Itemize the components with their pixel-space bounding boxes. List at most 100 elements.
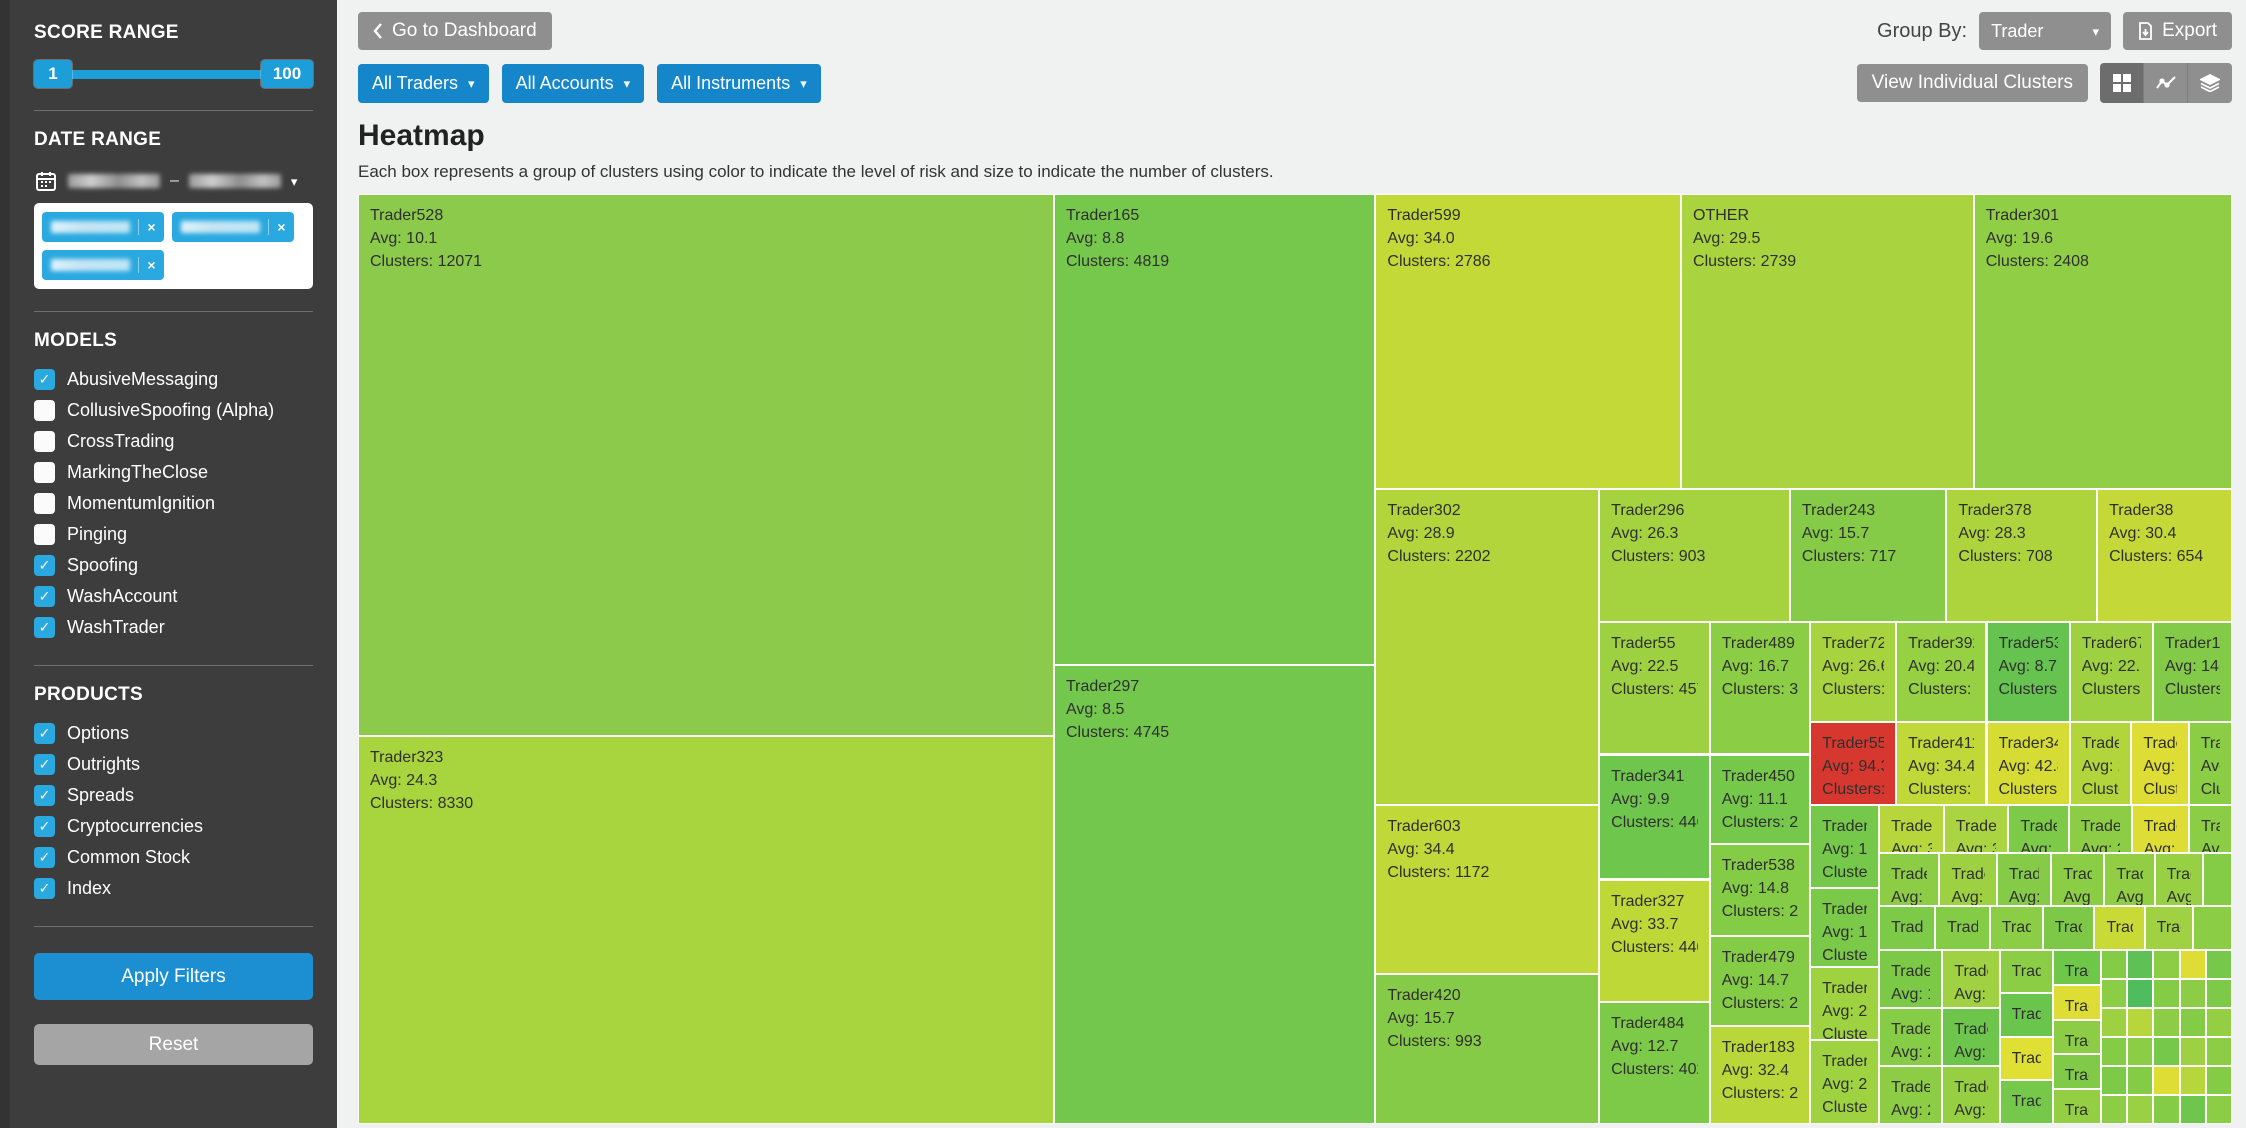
chart-view-button[interactable] bbox=[2144, 63, 2188, 103]
treemap-box[interactable]: Trade Avg: bbox=[2104, 852, 2155, 907]
apply-filters-button[interactable]: Apply Filters bbox=[34, 953, 313, 1000]
treemap-box[interactable] bbox=[2101, 1036, 2128, 1066]
checkbox[interactable] bbox=[34, 524, 55, 545]
treemap-box[interactable]: Trader528 Avg: 10.1 Clusters: 12071 bbox=[358, 194, 1054, 737]
treemap-box[interactable] bbox=[2179, 1007, 2206, 1037]
checkbox[interactable]: ✓ bbox=[34, 754, 55, 775]
treemap-box[interactable]: Trad bbox=[1999, 1036, 2053, 1081]
treemap-box[interactable] bbox=[2127, 949, 2154, 979]
treemap-box[interactable]: Trader489 Avg: 16.7 Clusters: 393 bbox=[1709, 622, 1811, 755]
treemap-box[interactable] bbox=[2193, 906, 2232, 950]
treemap-box[interactable]: Trader65 Avg: 12.3 Clusters: 2 bbox=[1810, 887, 1880, 967]
treemap-box[interactable]: Trader Avg: 2 bbox=[1879, 1065, 1943, 1124]
treemap-box[interactable]: Trader Avg: bbox=[2189, 805, 2232, 853]
treemap-box[interactable]: Trade Avg: bbox=[2154, 852, 2204, 907]
go-to-dashboard-button[interactable]: Go to Dashboard bbox=[358, 12, 552, 50]
treemap-box[interactable]: Trader183 Avg: 32.4 Clusters: 280 bbox=[1709, 1025, 1811, 1124]
treemap-box[interactable]: Trader148 Avg: 14.3 Clusters: 2 bbox=[2152, 622, 2232, 723]
date-range-selector[interactable]: – ▾ bbox=[34, 169, 313, 193]
treemap-box[interactable] bbox=[2153, 1007, 2180, 1037]
treemap-box[interactable]: Trader Avg: bbox=[1939, 852, 1997, 907]
treemap-box[interactable] bbox=[2205, 1036, 2232, 1066]
treemap-box[interactable] bbox=[2127, 978, 2154, 1008]
checkbox[interactable]: ✓ bbox=[34, 369, 55, 390]
treemap-box[interactable]: Trader599 Avg: 34.0 Clusters: 2786 bbox=[1375, 194, 1682, 489]
treemap-box[interactable]: Trader327 Avg: 33.7 Clusters: 440 bbox=[1599, 879, 1710, 1002]
treemap-box[interactable]: Trac bbox=[2052, 1089, 2102, 1124]
treemap-box[interactable]: Trade Avg: bbox=[1942, 1007, 2000, 1066]
treemap-box[interactable] bbox=[2153, 1065, 2180, 1095]
slider-max-handle[interactable]: 100 bbox=[261, 60, 313, 88]
treemap-box[interactable]: Trader450 Avg: 11.1 Clusters: 292 bbox=[1709, 754, 1811, 845]
treemap-box[interactable]: Trac bbox=[2052, 949, 2102, 985]
treemap-box[interactable] bbox=[2127, 1036, 2154, 1066]
treemap-box[interactable]: Trader91 Avg: 23.5 Clusters: bbox=[1810, 1039, 1880, 1124]
treemap-box[interactable]: Trader224 Avg: 23.3 Clusters: bbox=[1810, 966, 1880, 1040]
treemap-box[interactable] bbox=[2153, 978, 2180, 1008]
treemap-box[interactable]: Trade Avg: bbox=[1879, 852, 1940, 907]
treemap-box[interactable]: Trader411 Avg: 34.4 Clusters: 1 bbox=[1896, 722, 1987, 806]
checkbox[interactable] bbox=[34, 493, 55, 514]
treemap-box[interactable]: Trader77 Avg: 29.7 Clusters: bbox=[2069, 722, 2132, 806]
treemap-box[interactable]: Trad bbox=[1989, 906, 2043, 950]
treemap-box[interactable]: Trader243 Avg: 15.7 Clusters: 717 bbox=[1789, 488, 1947, 623]
treemap-box[interactable]: Trader165 Avg: 8.8 Clusters: 4819 bbox=[1054, 194, 1376, 665]
treemap-box[interactable]: Trader479 Avg: 14.7 Clusters: 280 bbox=[1709, 935, 1811, 1026]
slider-min-handle[interactable]: 1 bbox=[34, 60, 72, 88]
treemap-box[interactable]: Trader38 Avg: 30.4 Clusters: 654 bbox=[2097, 488, 2232, 623]
treemap-box[interactable]: Trader55 Avg: 22.5 Clusters: 457 bbox=[1599, 622, 1710, 755]
treemap-box[interactable]: Trader392 Avg: 20.4 Clusters: 2 bbox=[1896, 622, 1987, 723]
all-instruments-dropdown[interactable]: All Instruments ▾ bbox=[657, 63, 821, 103]
treemap-box[interactable] bbox=[2101, 978, 2128, 1008]
treemap-box[interactable]: Trad bbox=[1999, 1080, 2053, 1124]
checkbox[interactable]: ✓ bbox=[34, 816, 55, 837]
treemap-box[interactable]: Trader Avg: 2 bbox=[1879, 1007, 1943, 1066]
treemap-box[interactable]: Trader Avg: 1 Cluste bbox=[2188, 722, 2232, 806]
treemap-box[interactable] bbox=[2179, 1065, 2206, 1095]
treemap-box[interactable] bbox=[2101, 1094, 2128, 1124]
treemap-box[interactable] bbox=[2127, 1007, 2154, 1037]
checkbox[interactable] bbox=[34, 400, 55, 421]
view-individual-clusters-button[interactable]: View Individual Clusters bbox=[1856, 64, 2088, 102]
treemap-box[interactable]: Trade Avg: bbox=[1942, 949, 2000, 1008]
treemap-box[interactable]: Trader341 Avg: 9.9 Clusters: 446 bbox=[1599, 754, 1710, 880]
checkbox[interactable]: ✓ bbox=[34, 723, 55, 744]
treemap-box[interactable]: Trad bbox=[2094, 906, 2145, 950]
treemap-box[interactable]: Trac bbox=[2052, 1054, 2102, 1090]
treemap-box[interactable]: Trader484 Avg: 12.7 Clusters: 402 bbox=[1599, 1001, 1710, 1124]
treemap-box[interactable] bbox=[2179, 978, 2206, 1008]
checkbox[interactable] bbox=[34, 431, 55, 452]
treemap-box[interactable] bbox=[2203, 852, 2232, 907]
reset-button[interactable]: Reset bbox=[34, 1024, 313, 1065]
treemap-box[interactable] bbox=[2179, 949, 2206, 979]
remove-date-button[interactable]: × bbox=[268, 219, 294, 235]
treemap-box[interactable]: Trader Avg: 4 Cluste bbox=[2131, 722, 2189, 806]
layers-view-button[interactable] bbox=[2188, 63, 2232, 103]
checkbox[interactable]: ✓ bbox=[34, 878, 55, 899]
treemap-box[interactable]: Trader538 Avg: 14.8 Clusters: 287 bbox=[1709, 844, 1811, 936]
group-by-select[interactable]: Trader ▾ bbox=[1979, 12, 2112, 50]
treemap-box[interactable] bbox=[2127, 1065, 2154, 1095]
treemap-box[interactable]: Trader727 Avg: 26.6 Clusters: 2 bbox=[1810, 622, 1897, 723]
treemap-box[interactable]: Trade Avg: bbox=[1942, 1065, 2000, 1124]
checkbox[interactable] bbox=[34, 462, 55, 483]
score-range-slider[interactable]: 1 100 bbox=[34, 60, 313, 88]
slider-track[interactable] bbox=[36, 70, 311, 79]
treemap-box[interactable]: Trader Avg: 4 bbox=[2131, 805, 2190, 853]
treemap-box[interactable] bbox=[2101, 949, 2128, 979]
treemap-box[interactable]: Trader302 Avg: 28.9 Clusters: 2202 bbox=[1375, 488, 1600, 806]
treemap-box[interactable]: Trac bbox=[2052, 1019, 2102, 1055]
treemap-box[interactable]: Trader378 Avg: 28.3 Clusters: 708 bbox=[1946, 488, 2098, 623]
treemap-box[interactable] bbox=[2101, 1007, 2128, 1037]
checkbox[interactable]: ✓ bbox=[34, 617, 55, 638]
export-button[interactable]: Export bbox=[2123, 12, 2232, 50]
checkbox[interactable]: ✓ bbox=[34, 847, 55, 868]
treemap-box[interactable]: Trader323 Avg: 24.3 Clusters: 8330 bbox=[358, 736, 1054, 1124]
all-traders-dropdown[interactable]: All Traders ▾ bbox=[358, 63, 489, 103]
treemap-box[interactable]: Trad bbox=[2144, 906, 2194, 950]
treemap-box[interactable] bbox=[2153, 1036, 2180, 1066]
treemap-box[interactable]: Trader Avg: 3 bbox=[1879, 805, 1944, 853]
all-accounts-dropdown[interactable]: All Accounts ▾ bbox=[501, 63, 645, 103]
treemap-box[interactable] bbox=[2205, 1065, 2232, 1095]
treemap-box[interactable]: Trader297 Avg: 8.5 Clusters: 4745 bbox=[1054, 664, 1376, 1124]
